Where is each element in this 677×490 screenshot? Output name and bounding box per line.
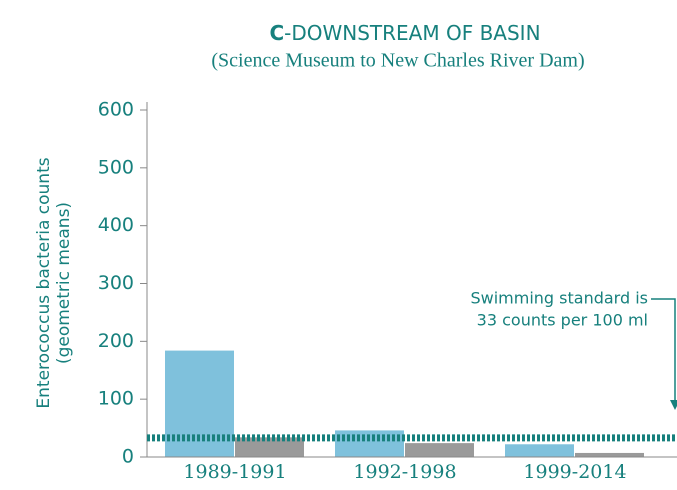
chart-subtitle: (Science Museum to New Charles River Dam… xyxy=(211,50,584,72)
title-prefix: C xyxy=(269,21,284,45)
y-tick-label: 500 xyxy=(98,156,134,178)
y-tick-label: 0 xyxy=(122,446,134,468)
title-text: -DOWNSTREAM OF BASIN xyxy=(284,21,540,45)
y-tick-label: 300 xyxy=(98,272,134,294)
y-axis-label: (geometric means) xyxy=(54,202,74,364)
bar xyxy=(505,444,574,457)
y-tick-label: 400 xyxy=(98,214,134,236)
annotation-line xyxy=(651,298,676,402)
y-tick-label: 100 xyxy=(98,388,134,410)
y-tick-label: 200 xyxy=(98,330,134,352)
x-tick-label: 1999-2014 xyxy=(523,461,626,483)
bar xyxy=(405,443,474,457)
annotation-arrow xyxy=(670,400,677,410)
bar xyxy=(335,430,404,457)
bar xyxy=(235,437,304,457)
annotation: Swimming standard is xyxy=(470,289,648,308)
annotation: 33 counts per 100 ml xyxy=(477,311,648,330)
x-tick-label: 1992-1998 xyxy=(353,461,456,483)
y-tick-label: 600 xyxy=(98,99,134,121)
bar xyxy=(575,452,644,457)
chart-title: C-DOWNSTREAM OF BASIN xyxy=(269,21,540,45)
y-axis-label: Enterococcus bacteria counts xyxy=(34,157,54,408)
x-tick-label: 1989-1991 xyxy=(183,461,286,483)
